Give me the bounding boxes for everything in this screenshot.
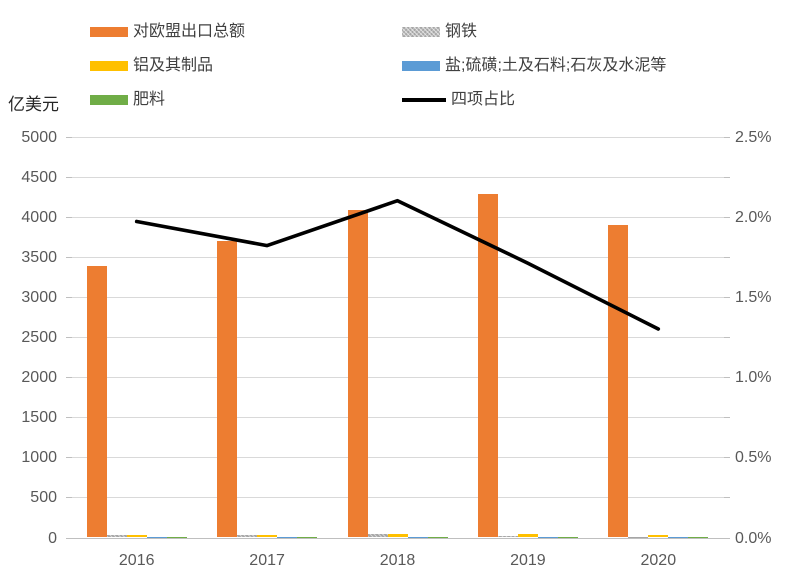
y-axis-label-right: 2.5% [735,128,772,146]
gridline [71,216,724,218]
legend-item-salt-sulphur: 盐;硫磺;土及石料;石灰及水泥等 [402,56,666,76]
legend-swatch-steel [402,27,440,37]
legend-item-four-items-share: 四项占比 [402,90,666,110]
legend-item-eu-exports-total: 对欧盟出口总额 [90,22,402,42]
y-axis-label-left: 4500 [21,168,57,186]
right-tick [723,337,730,338]
gridline [71,256,724,258]
legend-label-salt-sulphur: 盐;硫磺;土及石料;石灰及水泥等 [445,57,667,74]
y-axis-label-left: 2500 [21,329,57,346]
left-tick [65,256,72,258]
bar-aluminum-2018 [387,534,408,538]
legend-line-swatch-four-items-share [402,98,446,102]
bar-aluminum-2019 [517,534,538,538]
legend-label-fertilizer: 肥料 [133,91,166,108]
gridline [71,296,724,298]
y-axis-label-right: 2.0% [735,208,772,226]
bar-eu-exports-total-2019 [477,194,498,538]
legend-item-fertilizer: 肥料 [90,90,402,110]
gridline [71,457,724,459]
y-axis-label-left: 5000 [21,128,57,146]
x-axis-label-2017: 2017 [249,551,285,569]
bar-steel-2017 [237,535,258,538]
y-axis-label-left: 500 [30,489,57,507]
x-axis-label-2020: 2020 [640,551,677,569]
legend-swatch-aluminum [90,61,128,71]
right-tick [723,216,730,218]
y-axis-label-left: 3500 [21,248,57,266]
y-axis-label-left: 1500 [21,409,57,427]
y-axis-label-left: 2000 [21,369,57,387]
legend: 对欧盟出口总额 钢铁 铝及其制品 盐;硫磺;土及石料;石灰及水泥等 肥料 四项占… [90,22,666,110]
legend-swatch-fertilizer [90,95,128,105]
legend-label-steel: 钢铁 [445,23,478,40]
y-axis-label-left: 0 [48,529,57,547]
gridline [71,337,724,338]
legend-swatch-eu-exports-total [90,27,128,37]
left-tick [65,337,72,338]
left-tick [65,377,72,379]
gridline [71,176,724,178]
x-axis-line [65,537,730,539]
gridline [71,497,724,499]
y-axis-label-right: 1.5% [735,288,772,306]
bar-aluminum-2016 [126,535,147,538]
right-tick [723,296,730,298]
legend-item-aluminum: 铝及其制品 [90,56,402,76]
left-tick [65,296,72,298]
bar-eu-exports-total-2016 [86,265,107,538]
left-tick [65,176,72,178]
y-axis-label-left: 1000 [21,449,57,467]
legend-item-steel: 钢铁 [402,22,666,42]
right-tick [723,497,730,499]
legend-label-eu-exports-total: 对欧盟出口总额 [133,23,246,40]
x-axis-label-2016: 2016 [118,551,155,569]
bar-steel-2018 [367,534,388,538]
left-tick [65,497,72,499]
bar-aluminum-2020 [648,534,669,538]
left-tick [65,216,72,218]
legend-label-aluminum: 铝及其制品 [133,57,214,74]
gridline [71,136,724,138]
ratio-line [134,198,661,331]
x-axis-label-2019: 2019 [510,551,546,569]
right-tick [723,417,730,419]
bar-eu-exports-total-2018 [347,210,368,538]
right-tick [723,176,730,178]
bar-steel-2019 [497,535,518,538]
left-tick [65,457,72,459]
bar-eu-exports-total-2017 [217,240,238,538]
bar-eu-exports-total-2020 [608,224,629,538]
right-tick [723,136,730,138]
y-axis-label-right: 0.5% [735,449,772,467]
right-tick [723,457,730,459]
left-tick [65,136,72,138]
y-axis-label-left: 3000 [21,288,57,306]
x-axis-label-2018: 2018 [379,551,416,569]
y-axis-label-left: 4000 [21,208,57,226]
gridline [71,417,724,419]
right-tick [723,256,730,258]
left-axis-title: 亿美元 [8,95,59,114]
bar-steel-2020 [628,536,649,538]
legend-swatch-salt-sulphur [402,61,440,71]
left-tick [65,417,72,419]
gridline [71,377,724,379]
y-axis-label-right: 1.0% [735,369,772,387]
y-axis-label-right: 0.0% [735,529,772,547]
right-tick [723,377,730,379]
bar-aluminum-2017 [257,534,278,538]
legend-label-four-items-share: 四项占比 [451,91,516,108]
bar-steel-2016 [106,534,127,538]
